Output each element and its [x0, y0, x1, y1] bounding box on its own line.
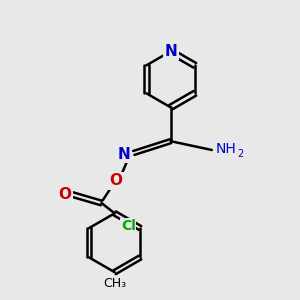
Text: CH₃: CH₃	[103, 277, 126, 290]
Text: O: O	[110, 173, 123, 188]
Text: NH: NH	[215, 142, 236, 155]
Text: N: N	[117, 147, 130, 162]
Text: Cl: Cl	[121, 219, 136, 233]
Text: 2: 2	[237, 149, 243, 159]
Text: O: O	[58, 187, 71, 202]
Text: N: N	[164, 44, 177, 59]
